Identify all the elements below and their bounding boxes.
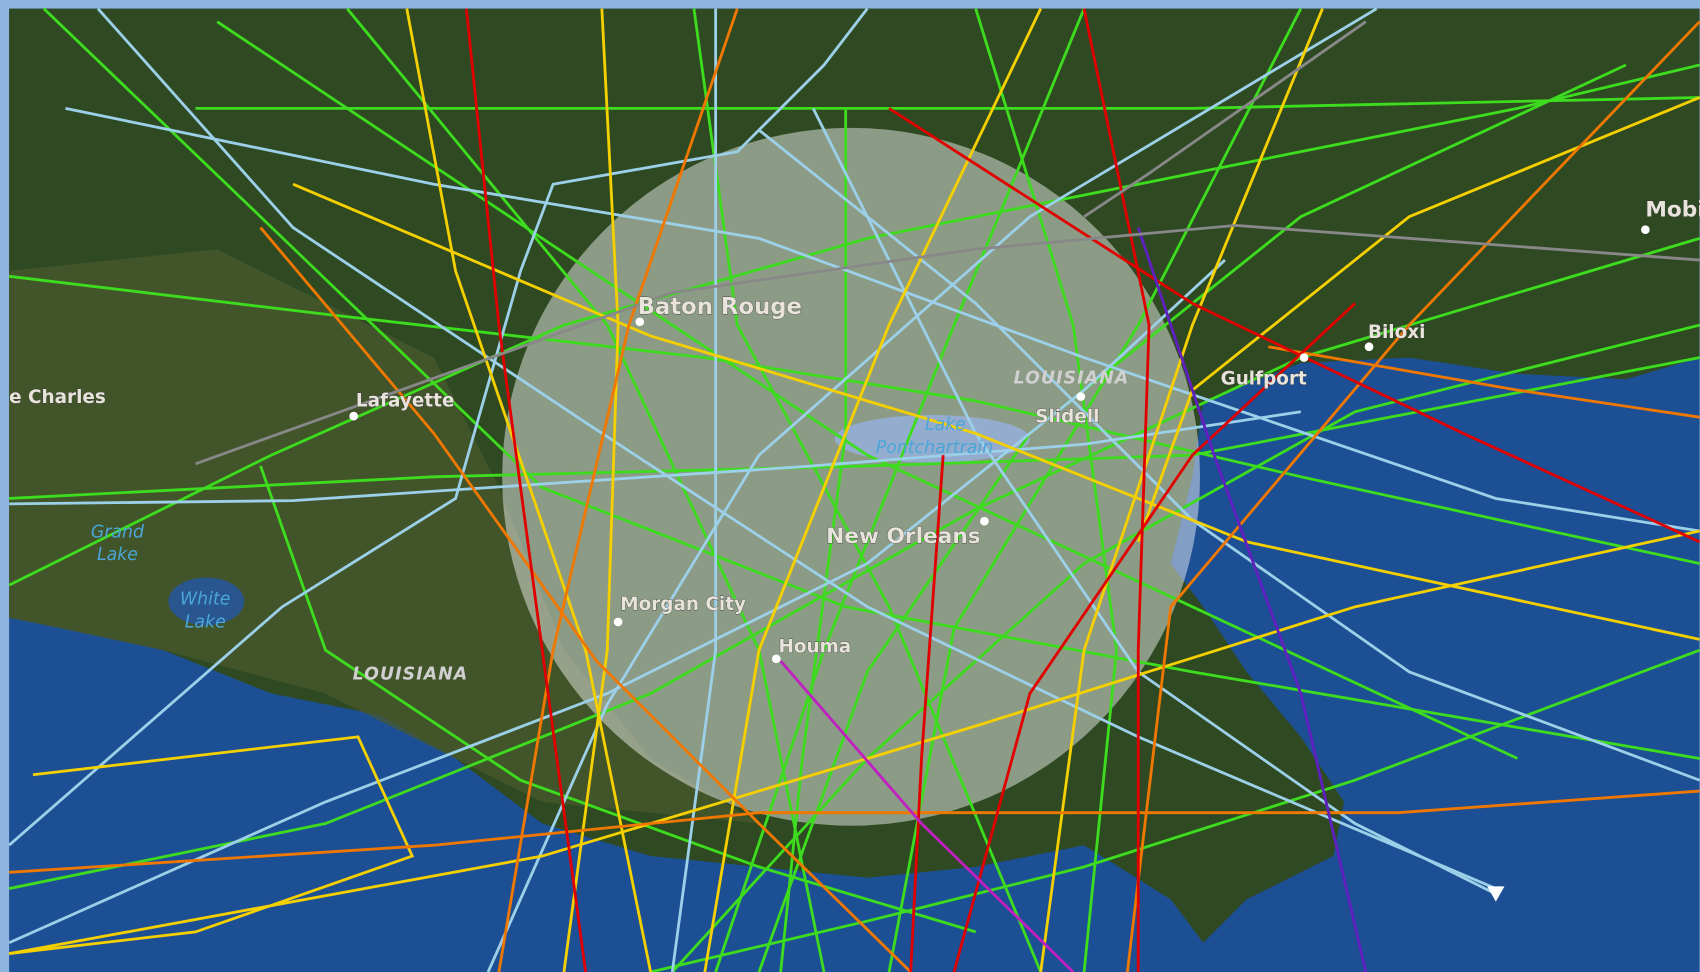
search-radius [502,127,1201,826]
marker [1487,886,1505,902]
track [1126,20,1700,972]
track [887,8,1303,972]
state-label: LOUISIANA [1014,369,1130,389]
track [1082,8,1151,972]
place-label: Baton Rouge [638,294,802,320]
dot [980,516,989,526]
track [779,660,1075,972]
dot [349,411,359,421]
track [1268,345,1700,419]
dot [1641,225,1650,235]
track [8,529,1700,955]
dot [635,317,645,327]
track [1136,227,1368,972]
track [292,182,1700,641]
place-dots [349,225,1650,664]
place-label: e Charles [9,387,106,408]
track [465,8,587,972]
track [8,7,869,847]
place-label: Morgan City [620,594,746,615]
lake [834,415,1030,463]
place-label: New Orleans [826,524,980,549]
track [195,223,1700,466]
place-label: Mobi [1645,198,1700,223]
track [1136,96,1700,543]
track [8,63,1700,587]
lake-label: Lake [925,415,966,435]
track [8,274,1700,565]
track [909,455,945,972]
dot [613,617,623,627]
track [9,789,1700,874]
track [8,237,1700,890]
track [259,465,977,934]
track [8,735,415,955]
storm-tracks [8,7,1700,972]
state-label: LOUISIANA [353,664,469,684]
place-label: Lafayette [356,390,455,411]
track [486,7,1378,972]
place-label: Slidell [1035,407,1099,428]
place-label: Gulfport [1221,369,1307,390]
track [703,8,1042,972]
track [714,8,1086,972]
lake-label: Pontchartrain [876,438,993,458]
track [1039,8,1324,972]
track [1083,20,1367,218]
place-label: Biloxi [1368,322,1425,343]
track [9,356,1700,500]
track [562,8,620,972]
dot [1076,392,1086,401]
track [42,7,1700,760]
track [216,20,1519,760]
lake-label: Lake [185,612,226,632]
lake-label: Lake [97,545,138,565]
track [497,8,739,972]
place-label: Houma [778,636,851,657]
land-tone [9,249,759,824]
track [888,107,1700,544]
track [974,8,1118,972]
track [259,226,912,972]
track [405,8,652,972]
track [650,648,1700,972]
track [96,7,1497,890]
dot [771,654,781,664]
track [8,259,1226,945]
lake [168,577,245,626]
track [65,106,1700,533]
dot [1364,342,1374,352]
track [952,302,1356,972]
dot [1299,353,1309,362]
lake-label: Grand [91,522,145,542]
lake-label: White [180,590,230,610]
